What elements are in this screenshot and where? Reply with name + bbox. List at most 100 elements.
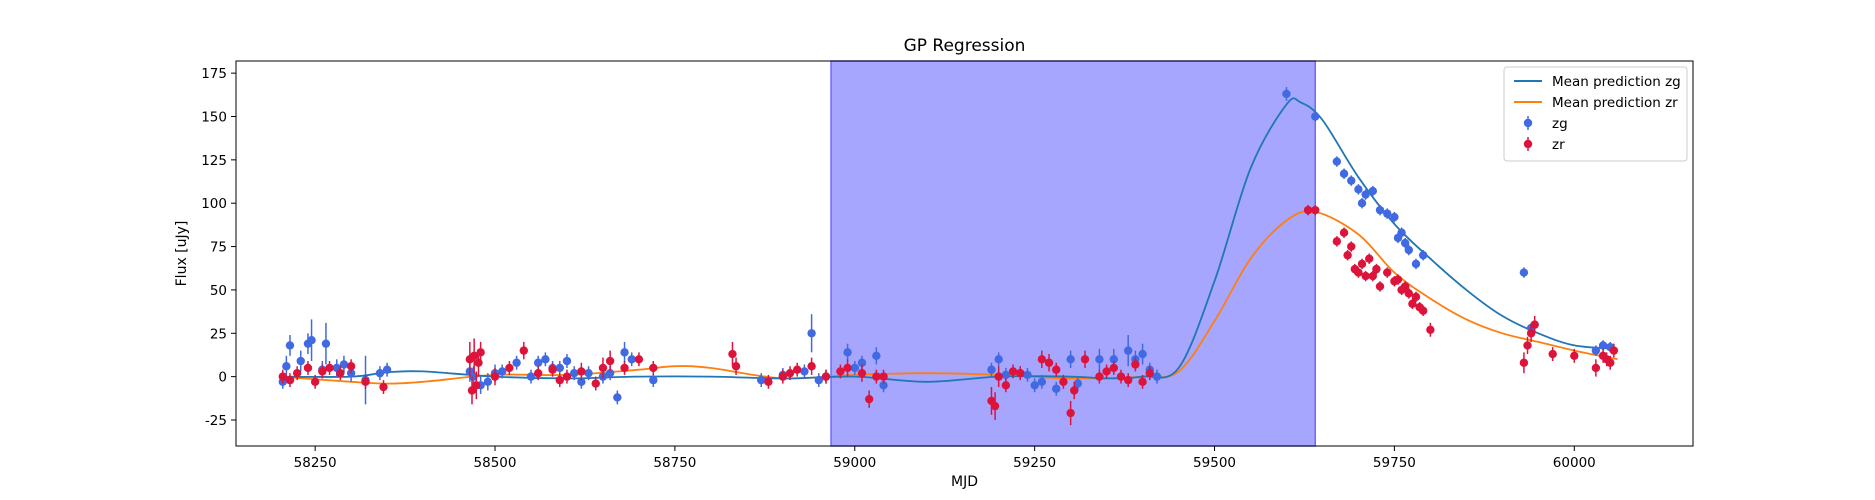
data-point-zr <box>1411 292 1421 302</box>
data-point-zr <box>469 351 479 361</box>
data-point-zr <box>778 372 788 381</box>
legend-label: zr <box>1552 137 1565 153</box>
data-point-zr <box>994 372 1003 381</box>
data-point-zr <box>634 355 644 364</box>
data-point-zr <box>731 362 741 371</box>
data-point-zg <box>994 355 1003 364</box>
y-tick-label: 75 <box>210 240 227 256</box>
data-point-zg <box>850 363 859 373</box>
data-point-zr <box>879 372 888 381</box>
data-point-zr <box>476 348 485 357</box>
data-point-zr <box>1372 264 1381 274</box>
data-point-zr <box>1001 381 1011 390</box>
legend-item-mean-prediction-zr: Mean prediction zr <box>1514 95 1678 111</box>
data-point-zr <box>1548 349 1557 359</box>
data-point-zr <box>1426 325 1435 335</box>
data-point-zr <box>807 362 816 371</box>
y-tick-label: 50 <box>210 283 227 299</box>
data-point-zr <box>1123 375 1133 385</box>
data-point-zr <box>764 377 773 387</box>
data-point-zr <box>278 372 287 381</box>
data-point-zr <box>1109 363 1118 373</box>
data-point-zr <box>821 372 831 381</box>
data-point-zr <box>1102 367 1111 376</box>
data-point-zg <box>1418 251 1428 260</box>
y-tick-label: 125 <box>201 153 227 169</box>
data-point-zr <box>1066 408 1075 418</box>
data-point-zr <box>505 363 514 373</box>
data-point-zg <box>1368 186 1378 196</box>
data-point-zg <box>1001 370 1011 380</box>
data-point-zr <box>1303 205 1313 215</box>
data-point-zr <box>1375 282 1385 291</box>
data-point-zg <box>1152 372 1162 381</box>
data-point-zg <box>649 375 658 385</box>
data-point-zr <box>1138 377 1147 387</box>
data-point-zr <box>310 377 320 387</box>
data-point-zr <box>292 368 302 378</box>
data-point-zg <box>562 356 572 366</box>
data-point-zg <box>1066 355 1075 364</box>
data-point-zg <box>613 393 622 402</box>
data-point-zg <box>1095 355 1104 364</box>
data-point-zr <box>1609 346 1619 355</box>
data-point-zr <box>1400 282 1410 291</box>
data-point-zr <box>1365 254 1374 263</box>
data-point-zg <box>512 358 521 367</box>
x-tick-label: 58500 <box>474 455 517 471</box>
data-point-zr <box>1095 372 1104 381</box>
y-axis-label: Flux [uJy] <box>174 221 190 287</box>
data-point-zg <box>1109 355 1118 364</box>
data-point-zr <box>1332 237 1342 246</box>
data-point-zg <box>483 377 493 387</box>
data-point-zg <box>1598 341 1608 350</box>
legend-label: Mean prediction zr <box>1552 95 1678 111</box>
data-point-zg <box>285 341 295 350</box>
y-tick-label: 175 <box>201 66 227 82</box>
data-point-zr <box>1368 271 1378 281</box>
data-point-zg <box>1030 381 1039 390</box>
data-point-zr <box>836 367 845 376</box>
series-zr <box>278 204 1619 426</box>
data-point-zr <box>990 401 1000 411</box>
data-point-zr <box>490 372 500 381</box>
data-point-zg <box>857 358 867 367</box>
data-point-zg <box>375 368 385 378</box>
legend-label: Mean prediction zg <box>1552 74 1681 90</box>
data-point-zg <box>1361 190 1370 199</box>
data-point-zr <box>1131 360 1140 369</box>
data-point-zr <box>519 346 529 355</box>
legend: Mean prediction zg Mean prediction zr zg zr <box>1503 66 1688 162</box>
chart-title: GP Regression <box>904 36 1026 56</box>
y-tick-label: 0 <box>218 370 227 386</box>
data-point-zg <box>1023 370 1032 380</box>
data-point-zr <box>598 363 608 373</box>
data-point-zg <box>382 365 392 374</box>
legend-box <box>1503 66 1688 162</box>
data-point-zr <box>872 372 881 381</box>
data-point-zr <box>1519 358 1529 367</box>
legend-item-mean-prediction-zg: Mean prediction zg <box>1514 74 1681 90</box>
x-tick-label: 60000 <box>1553 455 1596 471</box>
data-point-zr <box>1530 320 1539 329</box>
legend-label: zg <box>1552 116 1568 132</box>
data-point-zg <box>541 355 550 364</box>
data-point-zr <box>379 382 388 392</box>
data-point-zg <box>872 351 881 361</box>
data-point-zg <box>584 368 593 378</box>
data-point-zr <box>1070 386 1079 395</box>
data-point-zr <box>843 363 852 373</box>
data-point-zg <box>605 368 615 378</box>
x-axis-ticks: 58250 58500 58750 59000 59250 59500 59750 60000 <box>294 446 1596 471</box>
data-point-zr <box>555 375 564 385</box>
data-point-zg <box>1383 209 1392 218</box>
data-point-zr <box>346 362 356 371</box>
data-point-zg <box>1311 112 1320 121</box>
data-point-zg <box>307 336 316 345</box>
y-tick-label: 100 <box>201 196 227 212</box>
data-point-zg <box>1354 185 1363 194</box>
data-point-zr <box>325 363 334 373</box>
x-tick-label: 58750 <box>653 455 696 471</box>
legend-marker-swatch <box>1523 139 1533 149</box>
data-point-zr <box>303 363 313 373</box>
